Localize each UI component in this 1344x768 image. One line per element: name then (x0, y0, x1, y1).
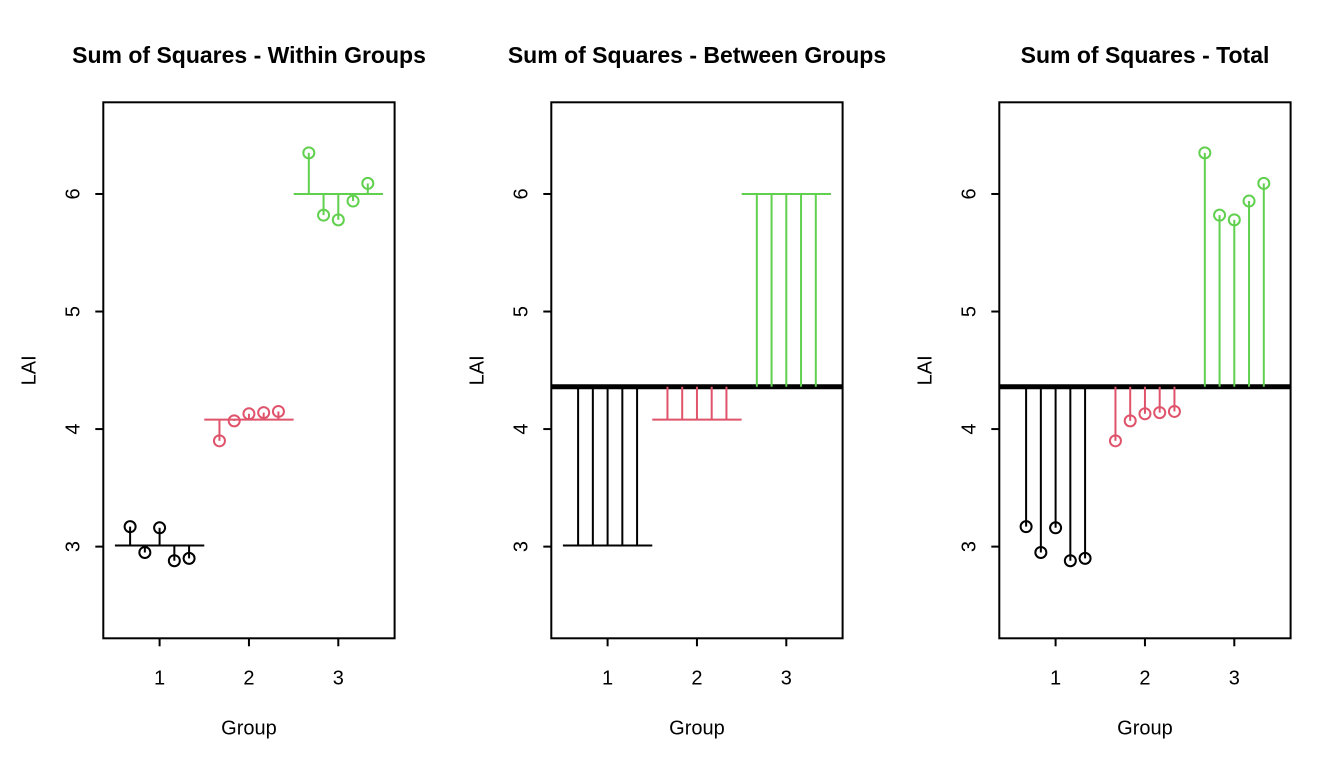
data-point (346, 194, 360, 208)
plot-box (550, 101, 844, 640)
data-point (1063, 554, 1077, 568)
x-tick-label: 3 (1229, 667, 1240, 689)
x-axis-label: Group (669, 717, 725, 739)
y-tick-label: 5 (510, 306, 532, 317)
y-tick-label: 3 (958, 541, 980, 552)
y-tick-label: 6 (510, 188, 532, 199)
data-point (257, 406, 271, 420)
data-point (302, 146, 316, 160)
data-point (212, 434, 226, 448)
y-axis-label: LAI (914, 355, 936, 385)
y-tick-label: 4 (510, 424, 532, 435)
y-tick-label: 3 (62, 541, 84, 552)
data-point (242, 407, 256, 421)
data-point (1123, 414, 1137, 428)
y-tick-label: 5 (958, 306, 980, 317)
plot-total: 1 2 3 3 4 5 6 LAI Group (914, 101, 1292, 739)
y-axis-label: LAI (466, 355, 488, 385)
data-point (182, 551, 196, 565)
data-point (1227, 213, 1241, 227)
data-point (1153, 406, 1167, 420)
data-point (1242, 194, 1256, 208)
y-axis-label: LAI (18, 355, 40, 385)
y-tick-label: 4 (62, 424, 84, 435)
data-point (1213, 208, 1227, 222)
x-tick-label: 2 (691, 667, 702, 689)
data-point (167, 554, 181, 568)
data-point (227, 414, 241, 428)
data-point (1019, 520, 1033, 534)
data-point (1034, 545, 1048, 559)
y-tick-label: 6 (62, 188, 84, 199)
x-tick-label: 1 (154, 667, 165, 689)
panel-between-groups: Sum of Squares - Between Groups 1 2 3 3 4 5 6 L… (448, 0, 896, 768)
y-tick-label: 3 (510, 541, 532, 552)
panel-title-total: Sum of Squares - Total (1020, 42, 1270, 68)
data-point (1138, 407, 1152, 421)
data-point (1078, 551, 1092, 565)
data-point (317, 208, 331, 222)
panel-within-groups: Sum of Squares - Within Groups 1 2 3 3 4 5 6 LA… (0, 0, 448, 768)
x-axis-label: Group (1117, 717, 1173, 739)
data-point (153, 521, 167, 535)
x-axis-label: Group (221, 717, 277, 739)
panel-title-between: Sum of Squares - Between Groups (507, 42, 887, 68)
data-point (1049, 521, 1063, 535)
y-tick-label: 4 (958, 424, 980, 435)
data-point (361, 176, 375, 190)
x-tick-label: 2 (243, 667, 254, 689)
data-point (123, 520, 137, 534)
plot-between-groups: 1 2 3 3 4 5 6 LAI Group (466, 101, 844, 739)
x-tick-label: 1 (1050, 667, 1061, 689)
data-point (1108, 434, 1122, 448)
data-point (271, 404, 285, 418)
data-point (331, 213, 345, 227)
x-tick-label: 2 (1139, 667, 1150, 689)
x-tick-label: 1 (602, 667, 613, 689)
panel-total: Sum of Squares - Total 1 2 3 3 4 5 6 LAI Group (896, 0, 1344, 768)
y-tick-label: 6 (958, 188, 980, 199)
plot-within-groups: 1 2 3 3 4 5 6 LAI Group (18, 101, 396, 739)
data-point (1167, 404, 1181, 418)
data-point (1257, 176, 1271, 190)
panel-title-within: Sum of Squares - Within Groups (72, 42, 426, 68)
x-tick-label: 3 (781, 667, 792, 689)
y-tick-label: 5 (62, 306, 84, 317)
data-point (138, 545, 152, 559)
x-tick-label: 3 (333, 667, 344, 689)
data-point (1198, 146, 1212, 160)
